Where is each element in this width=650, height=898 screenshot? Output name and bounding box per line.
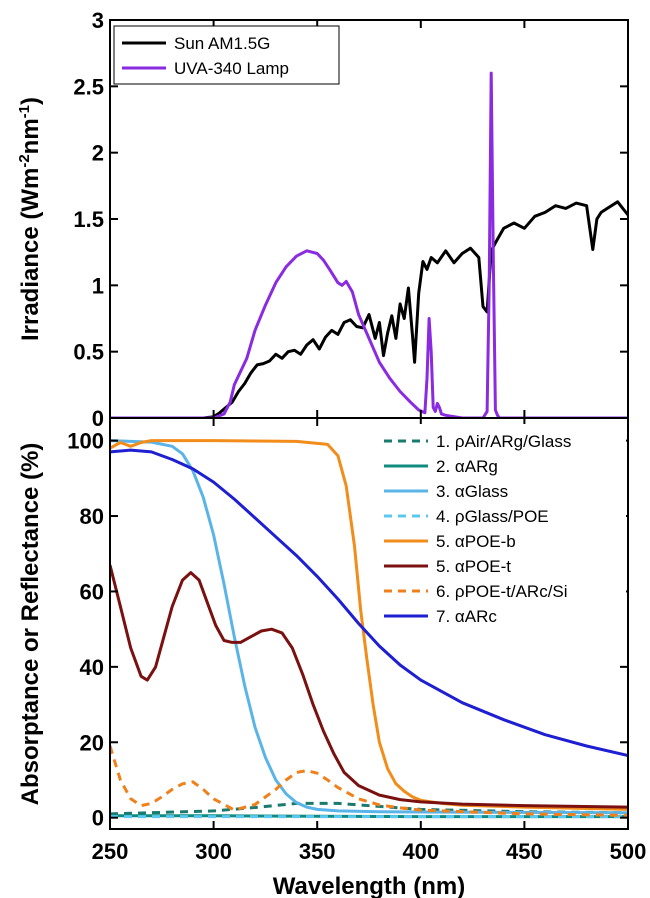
x-tick-label: 500 [610,839,647,864]
series-line-7-arc-7 [110,448,628,757]
legend-label-uva-340-lamp-1: UVA-340 Lamp [174,59,289,78]
legend-label-2-arg-1: 2. αARg [436,457,498,476]
legend-label-4-glass-poe-3: 4. ρGlass/POE [436,507,549,526]
series-line-uva-340-lamp-1 [110,71,628,418]
y-tick-label: 1.5 [73,207,104,232]
x-tick-label: 300 [195,839,232,864]
y-tick-label: 40 [80,655,104,680]
legend-label-7-arc-7: 7. αARc [436,607,497,626]
absorptance-plot-frame [109,417,629,830]
legend-box [113,25,340,85]
legend-label-5-poe-b-4: 5. αPOE-b [436,532,516,551]
irradiance-panel: 0 0.5 1 1.5 2 2.5 3 Irradiance (Wm-2nm-1) Sun … [16,8,629,431]
wavelength-x-ticks: 250 300 350 400 450 500 [92,418,647,864]
series-line-3-glass-2 [110,439,628,815]
x-tick-label: 400 [402,839,439,864]
y-tick-label: 2.5 [73,74,104,99]
legend-label-5-poe-t-5: 5. αPOE-t [436,557,511,576]
x-tick-label: 350 [299,839,336,864]
y-tick-label: 0.5 [73,340,104,365]
x-tick-label: 450 [506,839,543,864]
y-tick-label: 20 [80,730,104,755]
y-tick-label: 0 [92,406,104,431]
y-tick-label: 80 [80,504,104,529]
y-tick-label: 2 [92,141,104,166]
irradiance-y-axis-title: Irradiance (Wm-2nm-1) [16,97,44,341]
legend-label-3-glass-2: 3. αGlass [436,482,508,501]
absorptance-lines [110,439,628,819]
y-tick-label: 3 [92,8,104,33]
absorptance-y-axis-title: Absorptance or Reflectance (%) [17,443,44,806]
legend-label-1-air-arg-glass-0: 1. ρAir/ARg/Glass [436,432,571,451]
series-line-6-poe-t-arc-si-6 [110,745,628,817]
x-axis-title: Wavelength (nm) [273,873,465,898]
x-tick-label: 250 [92,839,129,864]
series-line-2-arg-1 [110,814,628,819]
absorptance-panel: 0 20 40 60 80 100 250 300 350 400 450 500 Waveleng… [17,418,646,898]
series-line-5-poe-t-5 [110,564,628,809]
y-tick-label: 60 [80,579,104,604]
absorptance-legend: 1. ρAir/ARg/Glass 2. αARg 3. αGlass 4. ρGla… [376,424,626,632]
absorptance-y-ticks: 0 20 40 60 80 100 [67,429,628,831]
legend-label-6-poe-t-arc-si-6: 6. ρPOE-t/ARc/Si [436,582,568,601]
y-tick-label: 0 [92,806,104,831]
irradiance-lines [110,71,628,418]
y-tick-label: 100 [67,429,104,454]
legend-label-sun-am1-5g-0: Sun AM1.5G [174,34,270,53]
y-tick-label: 1 [92,273,104,298]
legend-box [376,424,626,632]
irradiance-legend: Sun AM1.5G UVA-340 Lamp [113,25,340,85]
irradiance-y-ticks: 0 0.5 1 1.5 2 2.5 3 [73,8,629,431]
series-line-sun-am1-5g-0 [110,200,628,418]
